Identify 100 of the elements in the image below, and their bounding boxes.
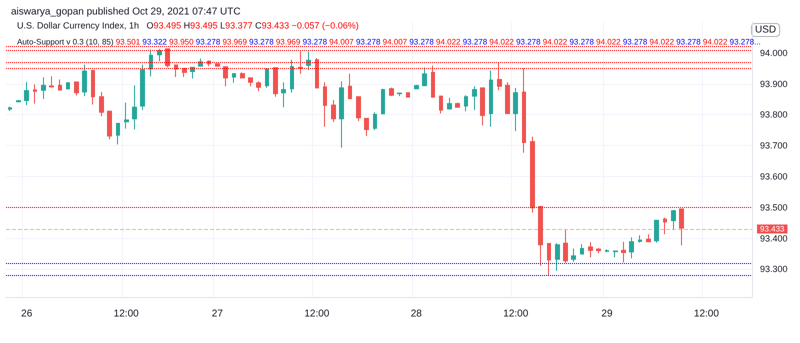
candlestick [256,80,261,92]
annotation: 94.022 [542,38,568,46]
x-tick-label: 12:00 [304,308,330,320]
candlestick [555,242,560,272]
candlestick [149,49,153,77]
candlestick [654,219,659,244]
candlestick [580,244,584,255]
candlestick [82,64,87,97]
candlestick [240,72,245,80]
candlestick [58,78,62,91]
candlestick [8,106,12,112]
candlestick [323,82,327,128]
x-tick-label: 12:00 [694,308,720,320]
y-tick-label: 93.600 [760,171,788,182]
annotation: 93.278... [730,38,761,46]
y-tick-label: 93.800 [760,110,788,120]
annotation: 93.969 [276,38,301,46]
candlestick [331,100,336,123]
candlestick [646,234,651,242]
candlestick [223,66,228,87]
candlestick [389,87,394,97]
x-tick-label: 12:00 [503,308,529,320]
candlestick [638,234,642,244]
text: O93.495 H93.495 L93.377 C93.433 −0.057 (−0.06%) [146,20,359,30]
annotation: 93.278 [249,38,274,46]
candlestick [66,81,70,90]
candlestick [339,80,344,148]
candlestick [629,236,634,259]
annotation: 93.278 [196,38,221,46]
candlestick [232,72,236,84]
candlestick [381,88,385,115]
annotation: 94.022 [650,38,675,46]
candlestick [439,95,443,114]
candlestick [489,70,493,128]
y-tick-label: 93.900 [760,78,788,89]
candlestick [605,248,609,253]
annotation: 93.950 [169,38,194,46]
candlestick [406,92,410,98]
x-tick-label: 27 [212,308,224,320]
candlestick [41,76,46,100]
candlestick [273,66,278,98]
candlestick [107,110,112,140]
annotation: 93.501 [116,38,141,46]
candlestick [198,58,203,67]
candlestick [414,84,419,90]
candlestick [663,217,667,235]
candlestick [373,112,377,131]
candlestick [422,66,427,87]
candlestick [571,248,576,262]
candlestick [522,68,526,154]
candlestick [356,96,361,122]
candlestick [298,50,303,74]
y-tick-label: 93.300 [760,264,788,274]
candlestick [397,92,402,97]
candlestick [513,87,518,132]
candlestick [132,84,137,130]
candlestick [306,50,311,71]
candlestick [33,84,37,104]
candlestick [182,68,187,78]
x-tick-label: 26 [21,308,33,320]
annotation: 94.007 [382,38,408,46]
candlestick [91,70,95,105]
candlestick [265,68,269,88]
annotation: Auto-Support v 0.3 (10, 85) [17,38,114,46]
candlestick [99,91,104,117]
candlestick [140,64,145,111]
y-tick-label: 93.500 [760,202,788,212]
y-tick-label: 93.400 [760,233,788,244]
annotation: 93.322 [142,38,168,46]
annotation: 93.969 [222,38,248,46]
candlestick [290,59,294,94]
annotation: 94.022 [702,38,728,46]
candlestick [174,64,178,78]
candlestick [215,62,220,68]
y-tick-label: 94.000 [760,48,788,58]
candlestick [49,76,54,88]
text: aiswarya_gopan published Oct 29, 2021 07:47 UTC [11,6,241,18]
annotation: 93.278 [622,38,648,46]
candlestick [671,209,676,230]
x-tick-label: 28 [410,308,422,320]
candlestick [315,58,319,89]
candlestick [613,250,618,258]
candlestick [472,86,477,111]
annotation: 94.022 [489,38,514,46]
candlestick [538,206,543,266]
candlestick [364,118,369,137]
annotation: 93.278 [569,38,594,46]
candlestick [563,229,568,264]
y-axis-title: USD [755,24,776,36]
chart-title: U.S. Dollar Currency Index, 1h [17,20,140,30]
candlestick [505,82,510,114]
candlestick [281,82,286,108]
candlestick [447,97,452,110]
candlestick [74,81,79,96]
candlestick [596,248,601,254]
candlestick [455,102,460,108]
x-tick-label: 29 [601,308,613,320]
candlestick [157,48,162,62]
annotation: 94.022 [436,38,462,46]
candlestick [530,136,535,214]
